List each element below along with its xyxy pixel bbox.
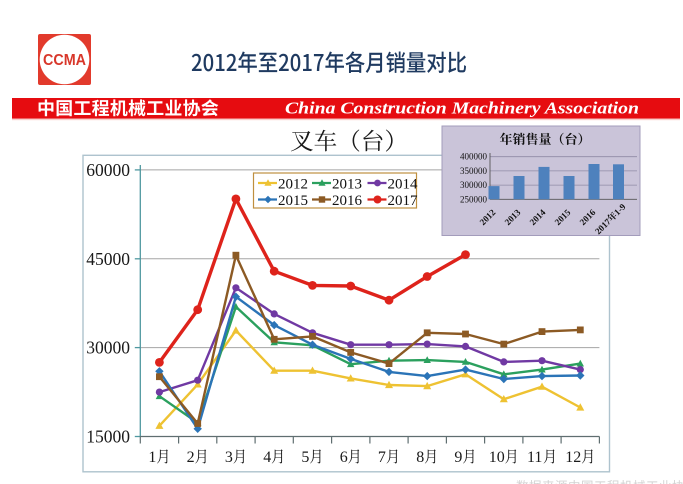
svg-text:30000: 30000 <box>86 338 130 358</box>
svg-text:400000: 400000 <box>460 152 488 162</box>
svg-text:60000: 60000 <box>86 160 130 180</box>
svg-text:2: 2 <box>187 449 195 466</box>
svg-text:250000: 250000 <box>460 194 488 204</box>
svg-text:4: 4 <box>263 449 271 466</box>
svg-text:2014: 2014 <box>388 176 419 192</box>
svg-text:300000: 300000 <box>460 180 488 190</box>
svg-text:2016: 2016 <box>332 193 363 209</box>
svg-text:8: 8 <box>416 449 424 466</box>
svg-text:China Construction Machinery A: China Construction Machinery Association <box>285 99 639 118</box>
svg-text:5: 5 <box>301 449 309 466</box>
svg-text:11: 11 <box>527 449 542 466</box>
svg-text:2012: 2012 <box>278 176 308 192</box>
svg-text:6: 6 <box>340 449 348 466</box>
svg-text:15000: 15000 <box>86 427 130 447</box>
svg-text:3: 3 <box>225 449 233 466</box>
svg-text:350000: 350000 <box>460 166 488 176</box>
svg-text:2015: 2015 <box>278 193 308 209</box>
svg-text:7: 7 <box>378 449 386 466</box>
svg-text:2013: 2013 <box>332 176 362 192</box>
svg-text:12: 12 <box>565 449 581 466</box>
svg-text:CCMA: CCMA <box>43 52 86 69</box>
svg-text:9: 9 <box>454 449 462 466</box>
svg-text:2017: 2017 <box>388 193 419 209</box>
svg-text:1: 1 <box>148 449 156 466</box>
svg-text:10: 10 <box>489 449 505 466</box>
svg-text:45000: 45000 <box>86 249 130 269</box>
